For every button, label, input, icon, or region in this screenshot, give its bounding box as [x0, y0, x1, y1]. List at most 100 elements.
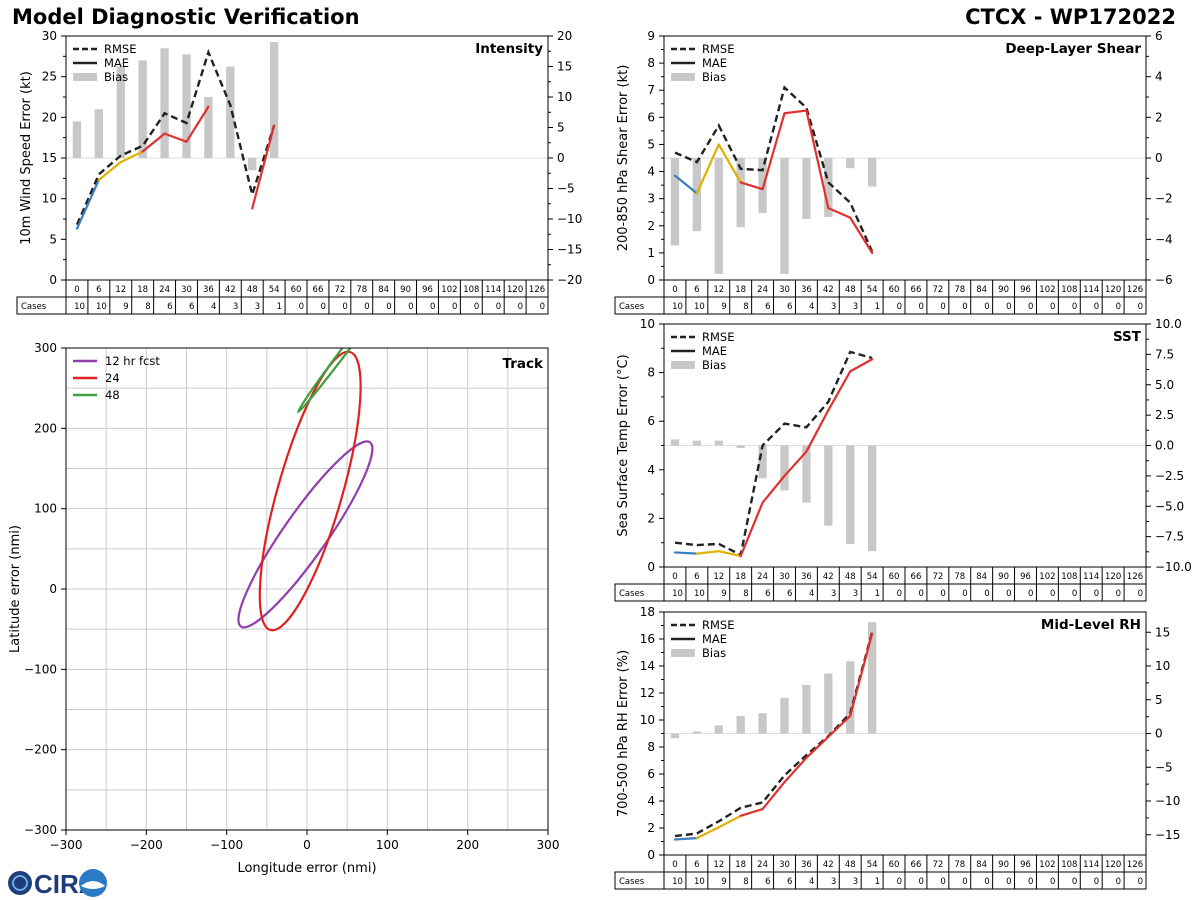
rh-bias-bar [670, 733, 680, 739]
shear-ytick-label: 1 [647, 246, 655, 260]
sst-mae-segment [695, 550, 720, 555]
rh-bias-bar [780, 697, 789, 734]
shear-hour-label: 102 [1039, 285, 1055, 295]
intensity-bias-bar [269, 42, 279, 158]
intensity-case-count: 0 [496, 302, 501, 312]
sst-mae-segment [761, 474, 786, 504]
sst-y2tick-label: 7.5 [1155, 347, 1174, 361]
sst-hour-label: 78 [954, 572, 965, 582]
track-ellipse [237, 440, 374, 629]
intensity-hour-label: 78 [356, 285, 367, 295]
sst-hour-label: 120 [1105, 572, 1121, 582]
intensity-cases-label: Cases [21, 302, 47, 312]
intensity-ytick-label: 20 [42, 110, 57, 124]
rh-hour-label: 84 [976, 860, 987, 870]
sst-case-count: 0 [1116, 589, 1121, 599]
shear-hour-label: 120 [1105, 285, 1121, 295]
sst-chart: 0246810−10.0−7.5−5.0−2.50.02.55.07.510.0… [614, 317, 1192, 602]
shear-mae-segment [805, 109, 830, 210]
track-ytick-label: 200 [34, 421, 57, 435]
shear-ytick-label: 0 [647, 273, 655, 287]
rh-ylabel: 700-500 hPa RH Error (%) [616, 650, 631, 817]
track-ytick-label: −300 [24, 823, 57, 837]
shear-case-count: 0 [1138, 302, 1143, 312]
sst-y2tick-label: 0.0 [1155, 439, 1174, 453]
shear-case-count: 0 [1094, 302, 1099, 312]
sst-hour-label: 102 [1039, 572, 1055, 582]
intensity-hour-label: 54 [269, 285, 280, 295]
shear-case-count: 3 [853, 302, 858, 312]
sst-cases-label: Cases [619, 589, 645, 599]
intensity-hour-label: 96 [422, 285, 433, 295]
intensity-hour-label: 6 [96, 285, 101, 295]
shear-hour-label: 36 [801, 285, 812, 295]
intensity-mae-segment [141, 132, 166, 153]
sst-case-count: 9 [721, 589, 726, 599]
rh-bias-bar [846, 661, 855, 734]
intensity-legend-rmse-label: RMSE [104, 42, 136, 56]
intensity-y2tick-label: 5 [557, 121, 565, 135]
intensity-bias-bar [94, 109, 104, 158]
rh-hour-label: 72 [932, 860, 943, 870]
sst-legend-bias-swatch [671, 361, 695, 369]
rh-hour-label: 24 [757, 860, 768, 870]
shear-hour-label: 12 [713, 285, 724, 295]
rh-cases-row [614, 871, 1147, 890]
shear-mae-segment [849, 216, 874, 254]
track-ytick-label: 0 [49, 582, 57, 596]
sst-cases-row [614, 583, 1147, 602]
rh-hour-label: 102 [1039, 860, 1055, 870]
intensity-rmse-line [75, 48, 276, 226]
sst-hour-label: 126 [1127, 572, 1143, 582]
intensity-mae-segment [97, 160, 122, 182]
sst-hour-label: 108 [1061, 572, 1077, 582]
intensity-y2tick-label: 10 [557, 90, 572, 104]
rh-mae-segment [739, 807, 764, 817]
intensity-mae-segment [185, 105, 210, 143]
rh-hour-label: 12 [713, 860, 724, 870]
intensity-y2tick-label: −15 [557, 243, 582, 257]
sst-bias-bar [736, 445, 745, 448]
rh-case-count: 0 [1006, 877, 1011, 887]
shear-ytick-label: 6 [647, 110, 655, 124]
rh-hour-label: 126 [1127, 860, 1143, 870]
track-ytick-label: 100 [34, 502, 57, 516]
shear-y2tick-label: 4 [1155, 70, 1163, 84]
rh-hour-label: 0 [672, 860, 677, 870]
shear-hour-label: 30 [779, 285, 790, 295]
logo-globe-ring [12, 875, 28, 891]
sst-mae-segment [717, 550, 742, 558]
intensity-y2tick-label: −20 [557, 273, 582, 287]
shear-bias-bar [692, 158, 702, 232]
shear-ylabel: 200-850 hPa Shear Error (kt) [616, 65, 631, 252]
intensity-y2tick-label: 15 [557, 60, 572, 74]
intensity-hour-label: 72 [334, 285, 345, 295]
sst-case-count: 6 [765, 589, 770, 599]
intensity-cases-row [16, 296, 549, 315]
rh-hour-label: 120 [1105, 860, 1121, 870]
sst-mae-segment [783, 450, 808, 477]
intensity-case-count: 10 [74, 302, 85, 312]
sst-ytick-label: 0 [647, 560, 655, 574]
sst-hour-label: 84 [976, 572, 987, 582]
intensity-hour-label: 102 [441, 285, 457, 295]
intensity-hour-label: 18 [137, 285, 148, 295]
rh-legend-rmse-label: RMSE [702, 618, 734, 632]
sst-ytick-label: 8 [647, 366, 655, 380]
sst-case-count: 0 [1050, 589, 1055, 599]
sst-bias-bar [692, 440, 702, 446]
intensity-hour-label: 48 [247, 285, 258, 295]
rh-case-count: 0 [1094, 877, 1099, 887]
intensity-legend-bias-swatch [73, 73, 97, 81]
sst-bias-bar [758, 445, 767, 479]
shear-legend-mae-label: MAE [702, 56, 727, 70]
rh-case-count: 10 [672, 877, 683, 887]
sst-hour-label: 114 [1083, 572, 1099, 582]
rh-y2tick-label: −10 [1155, 794, 1180, 808]
shear-case-count: 8 [743, 302, 748, 312]
shear-ytick-label: 4 [647, 165, 655, 179]
intensity-hour-label: 0 [74, 285, 79, 295]
